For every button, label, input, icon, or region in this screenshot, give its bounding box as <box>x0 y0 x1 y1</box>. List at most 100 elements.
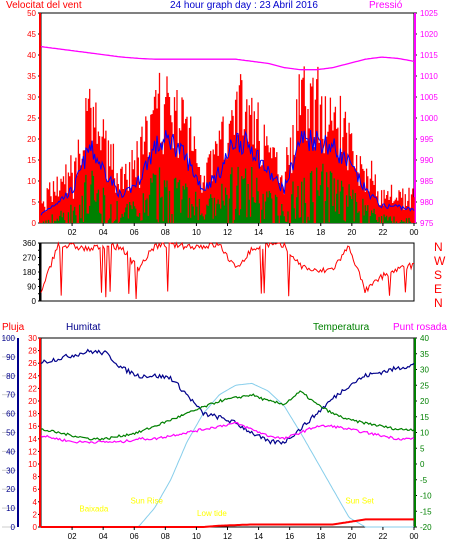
direction-axis-label: 0 <box>32 297 37 306</box>
wind-axis-label: 15 <box>27 156 36 165</box>
wind-direction-series <box>40 241 414 300</box>
wind-x-tick-label: 20 <box>347 228 356 237</box>
pressure-axis-label: 1015 <box>420 51 438 60</box>
humidity-x-tick-label: 12 <box>223 532 232 541</box>
graph-title: 24 hour graph day : 23 Abril 2016 <box>170 0 318 11</box>
wind-x-tick-label: 22 <box>378 228 387 237</box>
humidity-x-tick-label: 08 <box>161 532 170 541</box>
direction-axis-label: 90 <box>27 283 36 292</box>
wind-axis-label: 20 <box>27 135 36 144</box>
tide-sun-annotation: Sun Set <box>345 496 374 505</box>
temperature-axis-label: 20 <box>420 397 429 406</box>
humidity-x-tick-label: 16 <box>285 532 294 541</box>
rain-label: Pluja <box>2 322 25 333</box>
pressure-axis-label: 995 <box>420 135 434 144</box>
humidity-axis-label: 40 <box>6 447 15 456</box>
temperature-axis-label: -20 <box>420 523 432 532</box>
temperature-label: Temperatura <box>313 322 370 333</box>
humidity-axis-label: 30 <box>6 466 15 475</box>
humidity-x-tick-label: 18 <box>316 532 325 541</box>
rain-axis-label: 8 <box>33 473 38 482</box>
temperature-series <box>40 390 415 441</box>
rain-axis-label: 2 <box>33 510 38 519</box>
wind-axis-label: 35 <box>27 72 36 81</box>
humidity-label: Humitat <box>66 322 101 333</box>
tide-sun-annotation: Baixada <box>79 504 108 513</box>
wind-axis-label: 40 <box>27 51 36 60</box>
tide-sun-annotation: Low tide <box>197 509 227 518</box>
rain-axis-label: 28 <box>28 347 37 356</box>
temperature-axis-label: -15 <box>420 507 432 516</box>
humidity-x-tick-label: 22 <box>378 532 387 541</box>
rain-axis-label: 14 <box>28 435 37 444</box>
temperature-axis-label: 15 <box>420 413 429 422</box>
direction-compass-label: E <box>434 282 442 296</box>
direction-compass-label: N <box>434 296 443 310</box>
temperature-axis-label: -10 <box>420 492 432 501</box>
humidity-axis-label: 90 <box>6 353 15 362</box>
wind-gust-series <box>40 66 415 223</box>
humidity-axis-label: 10 <box>6 504 15 513</box>
humidity-axis-label: 0 <box>11 523 16 532</box>
dewpoint-series <box>40 421 415 444</box>
wind-x-tick-label: 04 <box>99 228 108 237</box>
pressure-series <box>40 45 415 71</box>
wind-x-tick-label: 02 <box>68 228 77 237</box>
wind-x-tick-label: 08 <box>161 228 170 237</box>
wind-axis-label: 5 <box>32 198 37 207</box>
pressure-axis-label: 990 <box>420 156 434 165</box>
temperature-axis-label: 0 <box>420 460 425 469</box>
direction-compass-label: S <box>434 268 442 282</box>
rain-axis-label: 12 <box>28 447 37 456</box>
wind-axis-label: 50 <box>27 9 36 18</box>
pressure-axis-label: 1010 <box>420 72 438 81</box>
wind-x-tick-label: 12 <box>223 228 232 237</box>
temperature-axis-label: 30 <box>420 366 429 375</box>
tide-sun-annotation: Sun Rise <box>130 496 163 505</box>
temperature-axis-label: -5 <box>420 476 428 485</box>
wind-x-tick-label: 16 <box>285 228 294 237</box>
direction-compass-label: W <box>434 254 446 268</box>
rain-axis-label: 22 <box>28 384 37 393</box>
pressure-axis-label: 980 <box>420 198 434 207</box>
rain-axis-label: 30 <box>28 334 37 343</box>
rain-axis-label: 24 <box>28 372 37 381</box>
humidity-axis-label: 50 <box>6 429 15 438</box>
temperature-axis-label: 35 <box>420 350 429 359</box>
humidity-axis-label: 60 <box>6 410 15 419</box>
wind-x-tick-label: 14 <box>254 228 263 237</box>
temperature-axis-label: 5 <box>420 444 425 453</box>
wind-axis-label: 45 <box>27 30 36 39</box>
direction-axis-label: 270 <box>23 254 37 263</box>
humidity-x-tick-label: 06 <box>130 532 139 541</box>
temperature-axis-label: 40 <box>420 334 429 343</box>
rain-axis-label: 6 <box>33 485 38 494</box>
pressure-axis-label: 1020 <box>420 30 438 39</box>
humidity-x-tick-label: 00 <box>410 532 419 541</box>
humidity-x-tick-label: 04 <box>99 532 108 541</box>
humidity-x-tick-label: 10 <box>192 532 201 541</box>
rain-axis-label: 10 <box>28 460 37 469</box>
direction-axis-label: 180 <box>23 268 37 277</box>
wind-speed-label: Velocitat del vent <box>6 0 82 11</box>
direction-compass-label: N <box>434 240 443 254</box>
direction-plot-frame <box>40 242 415 302</box>
rain-axis-label: 18 <box>28 410 37 419</box>
humidity-series <box>40 348 415 445</box>
pressure-axis-label: 1025 <box>420 9 438 18</box>
wind-axis-label: 10 <box>27 177 36 186</box>
humidity-x-tick-label: 14 <box>254 532 263 541</box>
wind-axis-label: 0 <box>32 219 37 228</box>
pressure-label: Pressió <box>369 0 403 11</box>
wind-axis-label: 25 <box>27 114 36 123</box>
wind-speed-series <box>40 129 415 216</box>
rain-axis-label: 4 <box>33 498 38 507</box>
humidity-axis-label: 80 <box>6 372 15 381</box>
humidity-plot-frame <box>40 337 415 528</box>
humidity-axis-label: 70 <box>6 391 15 400</box>
temperature-axis-label: 10 <box>420 429 429 438</box>
rain-axis-label: 20 <box>28 397 37 406</box>
wind-x-tick-label: 10 <box>192 228 201 237</box>
